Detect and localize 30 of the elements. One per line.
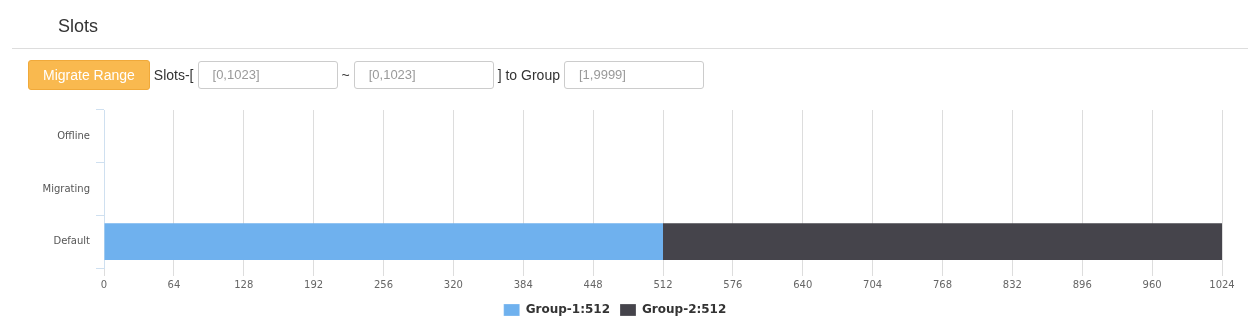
- text: Migrate Range: [28, 60, 150, 90]
- x-tick-label: 768: [932, 278, 953, 290]
- x-tick-label: 448: [583, 278, 603, 290]
- y-tick-label: Migrating: [42, 182, 90, 194]
- x-tick-label: 576: [723, 278, 743, 290]
- x-tick-label: 704: [863, 278, 883, 290]
- text: [0,1023]: [353, 61, 494, 89]
- text: ] to Group: [497, 67, 560, 83]
- text: Slots-[: [153, 67, 194, 83]
- chart-title: Slots: [58, 16, 99, 37]
- x-tick-label: 512: [653, 278, 673, 290]
- x-tick-label: 640: [793, 278, 813, 290]
- legend-label: Group-2:512: [642, 302, 727, 317]
- x-tick-label: 128: [234, 278, 254, 290]
- text: [1,9999]: [563, 61, 704, 89]
- text: ~: [341, 67, 350, 83]
- x-tick-label: 1024: [1209, 278, 1235, 290]
- x-tick-label: 256: [373, 278, 394, 290]
- x-tick-label: 896: [1072, 278, 1092, 290]
- y-tick-label: Offline: [57, 129, 90, 141]
- text: [0,1023]: [197, 61, 338, 89]
- x-tick-label: 384: [513, 278, 533, 290]
- legend-label: Group-1:512: [525, 302, 611, 317]
- x-tick-label: 192: [304, 278, 324, 290]
- x-tick-label: 0: [100, 278, 108, 290]
- x-tick-label: 960: [1142, 278, 1162, 290]
- x-tick-label: 64: [167, 278, 181, 290]
- y-tick-label: Default: [53, 235, 91, 247]
- x-tick-label: 832: [1002, 278, 1022, 290]
- x-tick-label: 320: [443, 278, 463, 290]
